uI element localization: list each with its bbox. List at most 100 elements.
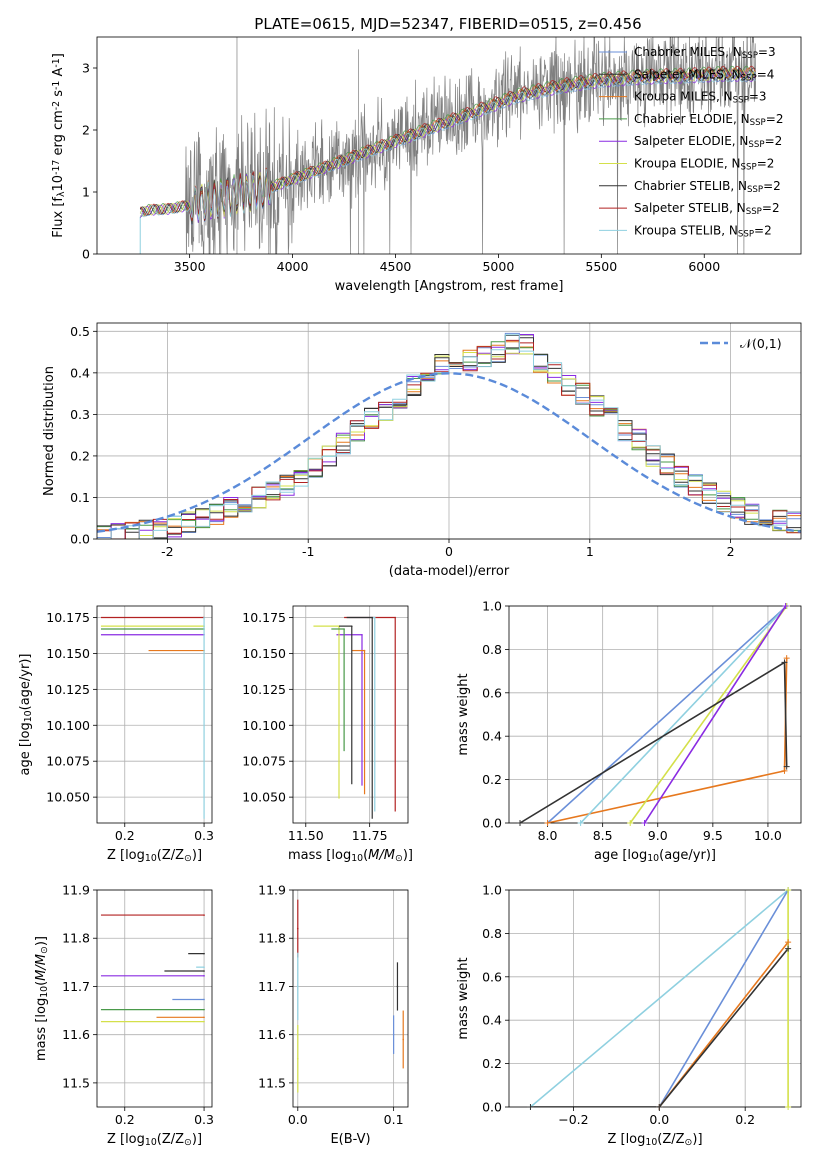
series-line [519,660,788,823]
y-tick-label: 10.100 [242,718,286,733]
series-line [580,606,788,823]
y-tick-label: 10.050 [242,790,286,805]
text-run: wavelength [Angstrom, rest frame] [335,279,564,294]
y-tick-label: 10.175 [46,610,90,625]
text-run: )] [192,1132,202,1147]
text-run: ( [363,848,368,863]
series-marker [517,820,524,826]
axes-frame [96,36,802,255]
text-run: =2 [762,201,780,215]
text-run: Salpeter STELIB, N [634,201,746,215]
plot-area [100,914,205,1023]
spectrum-panel: 3500 4000 4500 5000 5500 6000 0 1 2 3 wavelength [… [51,36,802,294]
text-run: ( [34,981,49,986]
legend-label: Kroupa ELODIE, NSSP=2 [634,157,774,173]
text-run: Kroupa STELIB, N [634,223,738,237]
text-run: Salpeter ELODIE, N [634,134,748,148]
text-run: )] [34,936,49,946]
text-run: A [51,68,66,81]
data-point [203,1008,205,1011]
text-run: ⊙ [395,853,403,864]
x-tick-label: 0.0 [288,1112,308,1127]
legend-label: Chabrier MILES, NSSP=3 [634,45,776,61]
data-point [373,616,376,619]
text-run: Z [log [107,1132,145,1147]
y-tick-label: 0.1 [70,490,90,505]
y-tick-label: 11.7 [62,979,90,994]
text-run: =2 [757,157,775,171]
series-line [643,606,787,823]
series-marker [627,820,634,826]
text-run: 10 [351,853,363,864]
x-tick-label: 11.75 [352,828,388,843]
y-tick-label: 10.150 [46,646,90,661]
x-axis-label: (data-model)/error [389,564,510,579]
text-run: =3 [758,45,776,59]
axes-frame [292,889,409,1108]
text-run: SSP [742,51,758,61]
data-point [203,970,205,972]
x-tick-label: 2 [727,544,735,559]
data-point [203,616,205,619]
x-tick-label: 4500 [380,259,412,274]
y-tick-label: 0.0 [482,1100,502,1115]
x-axis-label: Z [log10(Z/Z⊙)] [607,1132,702,1148]
series-line [547,606,788,823]
legend-label: Kroupa MILES, NSSP=3 [634,90,767,106]
text-run: 10 [145,853,157,864]
y-tick-label: 1 [82,185,90,200]
x-tick-label: 6000 [688,259,720,274]
y-tick-label: 0.0 [70,532,90,547]
x-tick-label: 8.0 [538,828,558,843]
text-run: =2 [763,179,781,193]
plot-area [313,616,397,819]
text-run: Chabrier MILES, N [634,45,742,59]
y-tick-label: 0.8 [482,642,502,657]
text-run: ⊙ [685,1137,693,1148]
x-tick-label: 10.0 [754,828,782,843]
data-point [392,1033,395,1036]
text-run: (Z/Z [157,848,184,863]
text-run: s [51,90,66,101]
histogram-step-line [97,337,801,539]
text-run: -17 [51,160,62,175]
x-tick-label: 0 [445,544,453,559]
x-axis-label: Z [log10(Z/Z⊙)] [107,1132,202,1148]
y-tick-label: 10.050 [46,790,90,805]
y-tick-label: 0.2 [482,772,502,787]
series-marker [783,655,790,662]
data-point [402,1038,405,1041]
gaussian-curve [97,372,801,533]
text-run: =4 [757,67,775,81]
x-tick-label: 4000 [277,259,309,274]
text-run: age [log [18,722,33,775]
text-run: ⊙ [184,853,192,864]
text-run: mass weight [456,957,471,1039]
text-run: mass [log [288,848,351,863]
axes-frame [508,889,802,1108]
legend-label: 𝒩(0,1) [740,336,782,351]
legend-label: Salpeter STELIB, NSSP=2 [634,201,780,217]
text-run: λ [56,191,67,197]
y-axis-label: age [log10(age/yr)] [18,653,34,775]
text-run: )] [403,848,413,863]
text-run: )] [18,653,33,663]
y-tick-label: 10.075 [46,754,90,769]
text-run: erg cm [51,110,66,159]
text-run: M/M [34,954,49,981]
text-run: Chabrier STELIB, N [634,179,747,193]
y-tick-label: 10.100 [46,718,90,733]
age-vs-mass-panel: 11.50 11.75 10.050 10.075 10.100 10.125 10.150… [242,605,413,864]
y-tick-label: 10.125 [242,682,286,697]
data-point [203,952,205,955]
series-marker [544,820,551,826]
text-run: age/yr [664,848,706,863]
y-tick-label: 3 [82,61,90,76]
x-tick-label: 0.2 [115,1112,135,1127]
y-tick-label: 10.175 [242,610,286,625]
y-tick-label: 0 [82,247,90,262]
text-run: SSP [738,230,754,240]
text-run: Salpeter MILES, N [634,67,741,81]
text-run: )] [192,848,202,863]
